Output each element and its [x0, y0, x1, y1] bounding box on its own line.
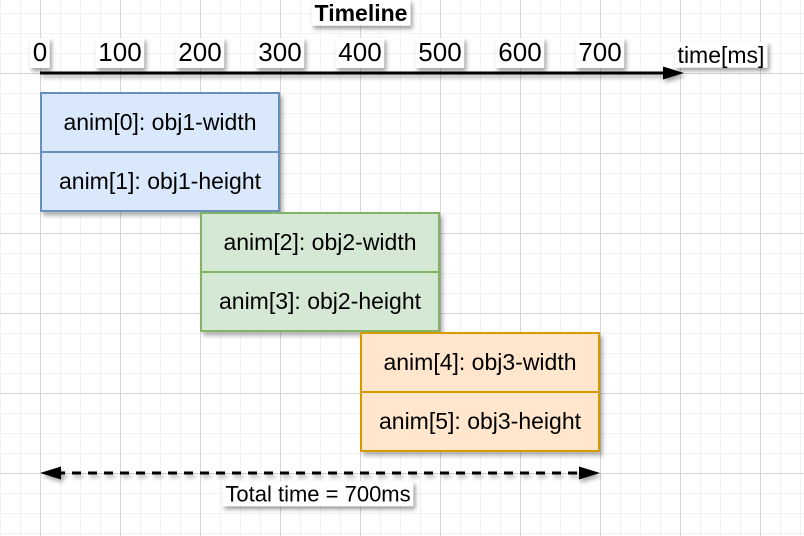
axis-tick-700: 700	[575, 37, 625, 68]
anim-bar-4: anim[4]: obj3-width	[362, 334, 598, 393]
anim-group-obj2: anim[2]: obj2-width anim[3]: obj2-height	[200, 212, 440, 332]
total-time-right-arrowhead-icon	[579, 466, 600, 480]
axis-tick-500: 500	[415, 37, 465, 68]
axis-tick-0: 0	[29, 37, 51, 68]
axis-tick-400: 400	[335, 37, 385, 68]
total-time-left-arrowhead-icon	[40, 466, 61, 480]
anim-bar-5: anim[5]: obj3-height	[378, 408, 581, 434]
time-axis-arrow	[40, 66, 684, 80]
total-time-arrow	[40, 466, 600, 480]
axis-unit-label: time[ms]	[674, 41, 768, 69]
anim-group-obj1: anim[0]: obj1-width anim[1]: obj1-height	[40, 92, 280, 212]
anim-group-obj3: anim[4]: obj3-width anim[5]: obj3-height	[360, 332, 600, 452]
axis-tick-100: 100	[95, 37, 145, 68]
diagram-title: Timeline	[311, 0, 411, 27]
axis-tick-200: 200	[175, 37, 225, 68]
anim-bar-3: anim[3]: obj2-height	[218, 288, 421, 314]
total-time-label: Total time = 700ms	[222, 481, 414, 507]
anim-bar-2: anim[2]: obj2-width	[202, 214, 438, 273]
axis-tick-600: 600	[495, 37, 545, 68]
anim-bar-0: anim[0]: obj1-width	[42, 94, 278, 153]
axis-tick-300: 300	[255, 37, 305, 68]
anim-bar-1: anim[1]: obj1-height	[58, 168, 261, 194]
time-axis-arrowhead-icon	[663, 66, 684, 80]
